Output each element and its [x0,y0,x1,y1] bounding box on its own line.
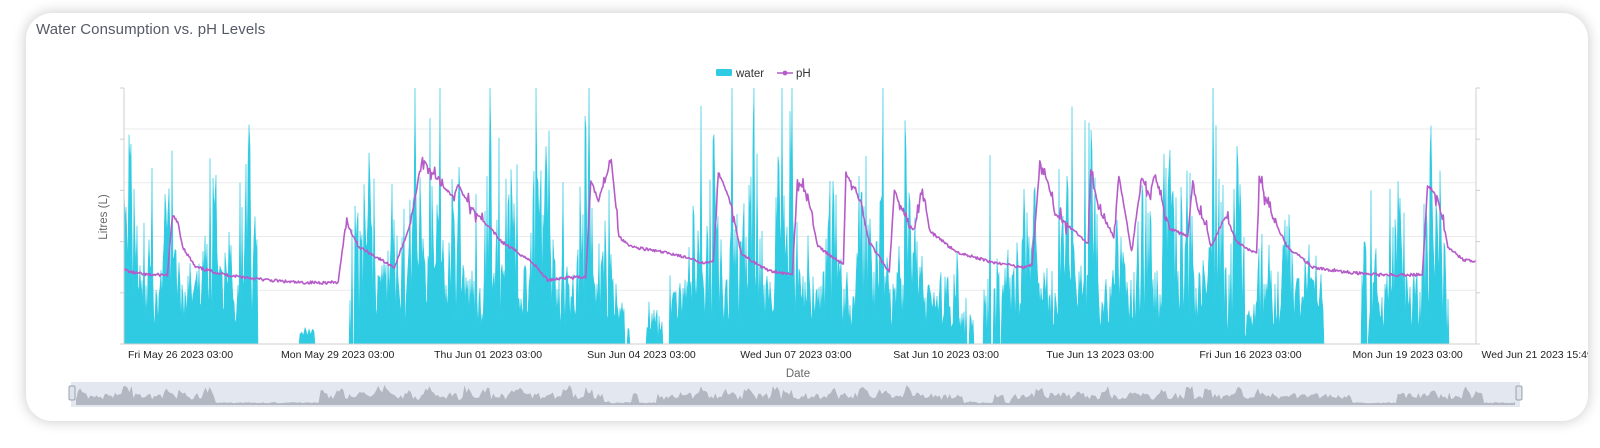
x-tick-label: Fri Jun 16 2023 03:00 [1199,349,1301,361]
x-axis-title: Date [786,368,810,380]
x-tick-label: Sun Jun 04 2023 03:00 [587,349,696,361]
legend-ph-marker [782,70,788,76]
navigator-series [76,384,1515,405]
card-title: Water Consumption vs. pH Levels [36,21,266,38]
legend-water-label: water [735,68,764,80]
x-tick-label: Wed Jun 07 2023 03:00 [740,349,851,361]
chart-svg: water pH Fri May 26 2023 03:00 Mon May 29… [68,68,1588,407]
water-area [124,88,1476,344]
y-axis-title: Litres (L) [98,194,110,240]
legend-water-swatch [716,69,732,76]
navigator-left-handle[interactable] [68,385,76,401]
x-tick-label: Fri May 26 2023 03:00 [128,349,233,361]
chart-legend: water pH [716,68,811,80]
legend-item-water[interactable]: water [716,68,764,80]
x-tick-label: Thu Jun 01 2023 03:00 [434,349,542,361]
x-tick-label: Wed Jun 21 2023 15:49 [1482,349,1588,361]
navigator-right-handle[interactable] [1515,385,1523,401]
ph-series [124,156,1477,285]
x-tick-label: Mon Jun 19 2023 03:00 [1352,349,1462,361]
range-navigator[interactable] [68,382,1523,407]
x-tick-label: Tue Jun 13 2023 03:00 [1046,349,1154,361]
x-tick-label: Sat Jun 10 2023 03:00 [893,349,999,361]
chart-card: Water Consumption vs. pH Levels water pH… [26,13,1588,421]
legend-ph-label: pH [796,68,811,80]
ph-line [124,156,1477,285]
legend-item-ph[interactable]: pH [777,68,811,80]
x-axis-ticks: Fri May 26 2023 03:00 Mon May 29 2023 03:… [128,349,1588,361]
plot-axes [120,87,1480,345]
x-tick-label: Mon May 29 2023 03:00 [281,349,394,361]
grid-lines [124,128,1476,291]
water-series [124,88,1476,344]
